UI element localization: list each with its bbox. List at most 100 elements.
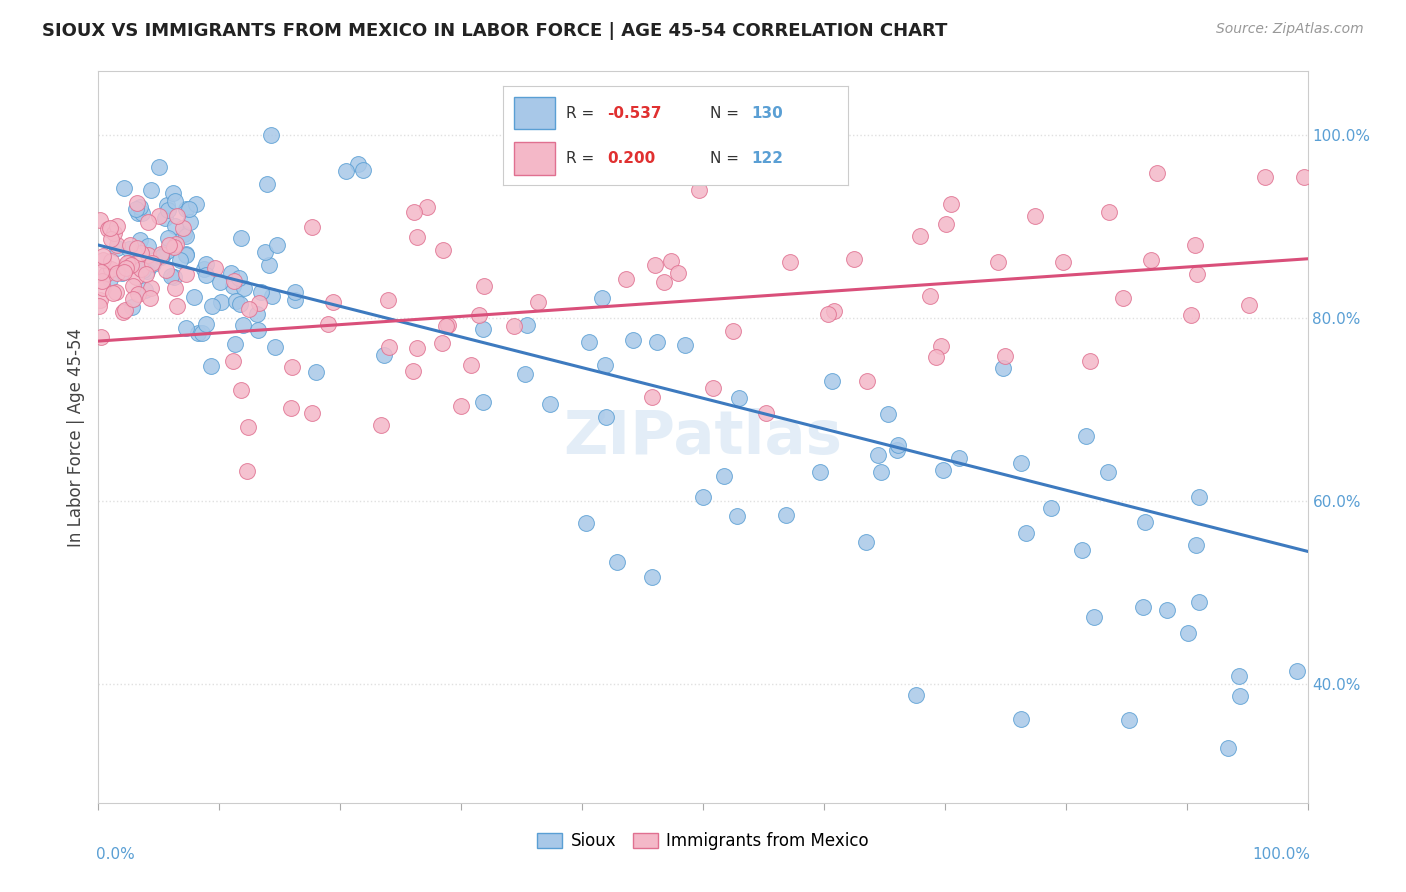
- Point: [162, 186, 184, 201]
- Point: [153, 211, 176, 226]
- Point: [98, 221, 121, 235]
- Point: [1010, 712, 1032, 726]
- Point: [1229, 689, 1251, 703]
- Point: [222, 354, 245, 368]
- Point: [1133, 515, 1156, 529]
- Point: [111, 266, 134, 280]
- Point: [112, 265, 135, 279]
- Point: [1112, 291, 1135, 305]
- Point: [247, 296, 270, 310]
- Point: [193, 262, 215, 277]
- Point: [1098, 205, 1121, 219]
- Point: [204, 260, 226, 275]
- Point: [136, 215, 159, 229]
- Point: [105, 237, 128, 252]
- Point: [101, 285, 124, 300]
- Point: [817, 307, 839, 321]
- Point: [229, 296, 252, 310]
- Point: [183, 290, 205, 304]
- Point: [692, 490, 714, 504]
- Point: [224, 336, 246, 351]
- Point: [90, 330, 112, 344]
- Point: [208, 275, 231, 289]
- Point: [163, 239, 186, 253]
- Point: [436, 318, 458, 332]
- Point: [120, 238, 142, 252]
- Point: [165, 194, 187, 208]
- Point: [163, 281, 186, 295]
- Point: [645, 334, 668, 349]
- Point: [174, 248, 197, 262]
- Point: [228, 271, 250, 285]
- Point: [688, 183, 710, 197]
- Point: [842, 252, 865, 266]
- Point: [1227, 669, 1250, 683]
- Point: [229, 384, 252, 398]
- Point: [402, 205, 425, 219]
- Point: [141, 256, 163, 270]
- Text: SIOUX VS IMMIGRANTS FROM MEXICO IN LABOR FORCE | AGE 45-54 CORRELATION CHART: SIOUX VS IMMIGRANTS FROM MEXICO IN LABOR…: [42, 22, 948, 40]
- Point: [887, 438, 910, 452]
- Point: [467, 308, 489, 322]
- Point: [755, 406, 778, 420]
- Point: [163, 270, 186, 285]
- Point: [352, 162, 374, 177]
- Point: [640, 390, 662, 404]
- Y-axis label: In Labor Force | Age 45-54: In Labor Force | Age 45-54: [66, 327, 84, 547]
- Point: [406, 230, 429, 244]
- Point: [165, 219, 187, 233]
- Point: [538, 397, 561, 411]
- Point: [316, 317, 339, 331]
- Point: [855, 535, 877, 549]
- Text: 100.0%: 100.0%: [1251, 847, 1310, 862]
- Point: [120, 258, 142, 272]
- Point: [1139, 252, 1161, 267]
- Point: [1132, 599, 1154, 614]
- Point: [152, 248, 174, 262]
- Point: [232, 318, 254, 332]
- Point: [115, 256, 138, 270]
- Point: [472, 279, 495, 293]
- Point: [156, 244, 179, 259]
- Point: [432, 335, 454, 350]
- Point: [112, 181, 135, 195]
- Point: [1188, 595, 1211, 609]
- Point: [179, 202, 201, 217]
- Point: [139, 291, 162, 305]
- Point: [93, 281, 115, 295]
- Point: [194, 257, 217, 271]
- Point: [1184, 238, 1206, 252]
- Point: [721, 324, 744, 338]
- Point: [432, 243, 454, 257]
- Point: [105, 266, 128, 280]
- Point: [702, 381, 724, 395]
- Point: [148, 209, 170, 223]
- Point: [932, 463, 955, 477]
- Point: [121, 301, 143, 315]
- Point: [174, 246, 197, 260]
- Point: [673, 338, 696, 352]
- Point: [1156, 603, 1178, 617]
- Point: [322, 295, 344, 310]
- Point: [593, 358, 616, 372]
- Point: [935, 217, 957, 231]
- Point: [156, 198, 179, 212]
- Point: [575, 516, 598, 531]
- Point: [471, 321, 494, 335]
- Point: [652, 276, 675, 290]
- Point: [515, 368, 537, 382]
- Point: [222, 274, 245, 288]
- Point: [104, 285, 127, 300]
- Point: [713, 469, 735, 483]
- Point: [402, 364, 425, 378]
- Point: [174, 229, 197, 244]
- Point: [640, 569, 662, 583]
- Point: [129, 233, 152, 247]
- Point: [245, 307, 267, 321]
- Point: [148, 160, 170, 174]
- Point: [877, 408, 900, 422]
- Point: [174, 267, 197, 281]
- Point: [621, 334, 644, 348]
- Point: [370, 418, 392, 433]
- Point: [779, 254, 801, 268]
